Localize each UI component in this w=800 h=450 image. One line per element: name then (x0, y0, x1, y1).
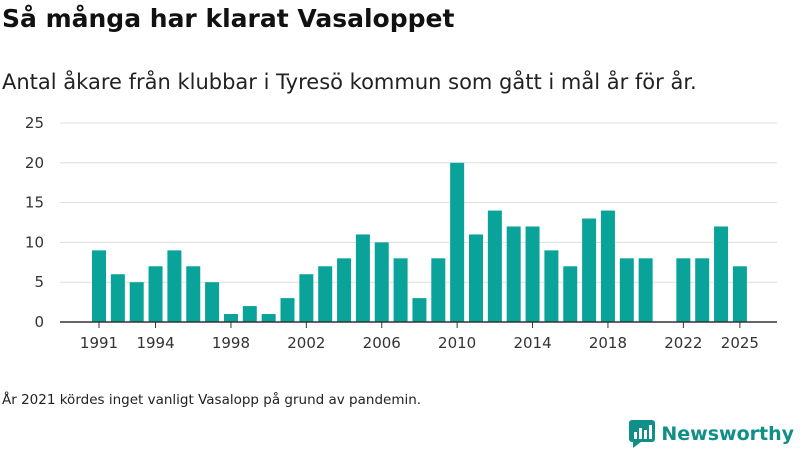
bar-2011 (469, 234, 483, 322)
bar-2010 (450, 162, 465, 322)
x-tick-label: 2014 (513, 334, 551, 352)
bar-2017 (582, 218, 597, 322)
x-axis-labels: 1991 1994 1998 2002 2006 2010 2014 2018 2022 2025 (80, 334, 759, 352)
y-tick-label: 5 (34, 273, 44, 291)
brand-logo[interactable]: Newsworthy (629, 420, 794, 448)
bar-1997 (205, 282, 220, 322)
x-tick-label: 2018 (589, 334, 627, 352)
bar-2015 (544, 250, 559, 322)
y-tick-label: 15 (25, 194, 44, 212)
x-tick-label: 2022 (664, 334, 702, 352)
bar-1996 (186, 266, 201, 322)
bar-1994 (148, 266, 163, 322)
bar-1999 (242, 306, 257, 322)
x-tick-label: 2002 (287, 334, 325, 352)
y-tick-label: 0 (34, 313, 44, 331)
y-tick-label: 10 (25, 233, 44, 251)
bar-2008 (412, 298, 427, 322)
footnote: År 2021 kördes inget vanligt Vasalopp på… (2, 392, 422, 408)
bar-2013 (506, 226, 521, 322)
bar-2024 (714, 226, 729, 322)
bar-2007 (393, 258, 408, 322)
bar-2014 (525, 226, 540, 322)
bar-2019 (619, 258, 634, 322)
x-tick-label: 1994 (136, 334, 174, 352)
x-axis (60, 321, 777, 328)
bar-2006 (374, 242, 389, 322)
bar-1995 (167, 250, 182, 322)
bar-2005 (355, 234, 370, 322)
y-axis-labels: 0 5 10 15 20 25 (25, 114, 44, 331)
x-tick-label: 1998 (212, 334, 250, 352)
bar-2003 (318, 266, 333, 322)
bar-1993 (129, 282, 144, 322)
bar-1991 (92, 250, 106, 322)
bar-2009 (431, 258, 446, 322)
bar-2018 (600, 210, 615, 322)
bar-1992 (110, 274, 125, 322)
bar-2025 (732, 266, 747, 322)
x-tick-label: 2010 (438, 334, 476, 352)
bar-2001 (280, 298, 295, 322)
bar-2004 (337, 258, 352, 322)
chart-subtitle: Antal åkare från klubbar i Tyresö kommun… (2, 70, 697, 94)
bar-2000 (261, 314, 276, 322)
x-tick-label: 2006 (363, 334, 401, 352)
bar-2020 (638, 258, 653, 322)
bar-2022 (676, 258, 691, 322)
bar-1998 (223, 314, 238, 322)
bar-2002 (299, 274, 314, 322)
bar-2012 (487, 210, 502, 322)
bar-2016 (563, 266, 578, 322)
x-tick-label: 1991 (80, 334, 118, 352)
y-tick-label: 20 (25, 154, 44, 172)
x-tick-label: 2025 (721, 334, 759, 352)
bar-2023 (695, 258, 710, 322)
y-tick-label: 25 (25, 114, 44, 132)
chart-title: Så många har klarat Vasaloppet (2, 4, 455, 33)
newsworthy-logo-icon (629, 420, 656, 448)
brand-name: Newsworthy (661, 423, 794, 445)
bars (92, 162, 747, 322)
